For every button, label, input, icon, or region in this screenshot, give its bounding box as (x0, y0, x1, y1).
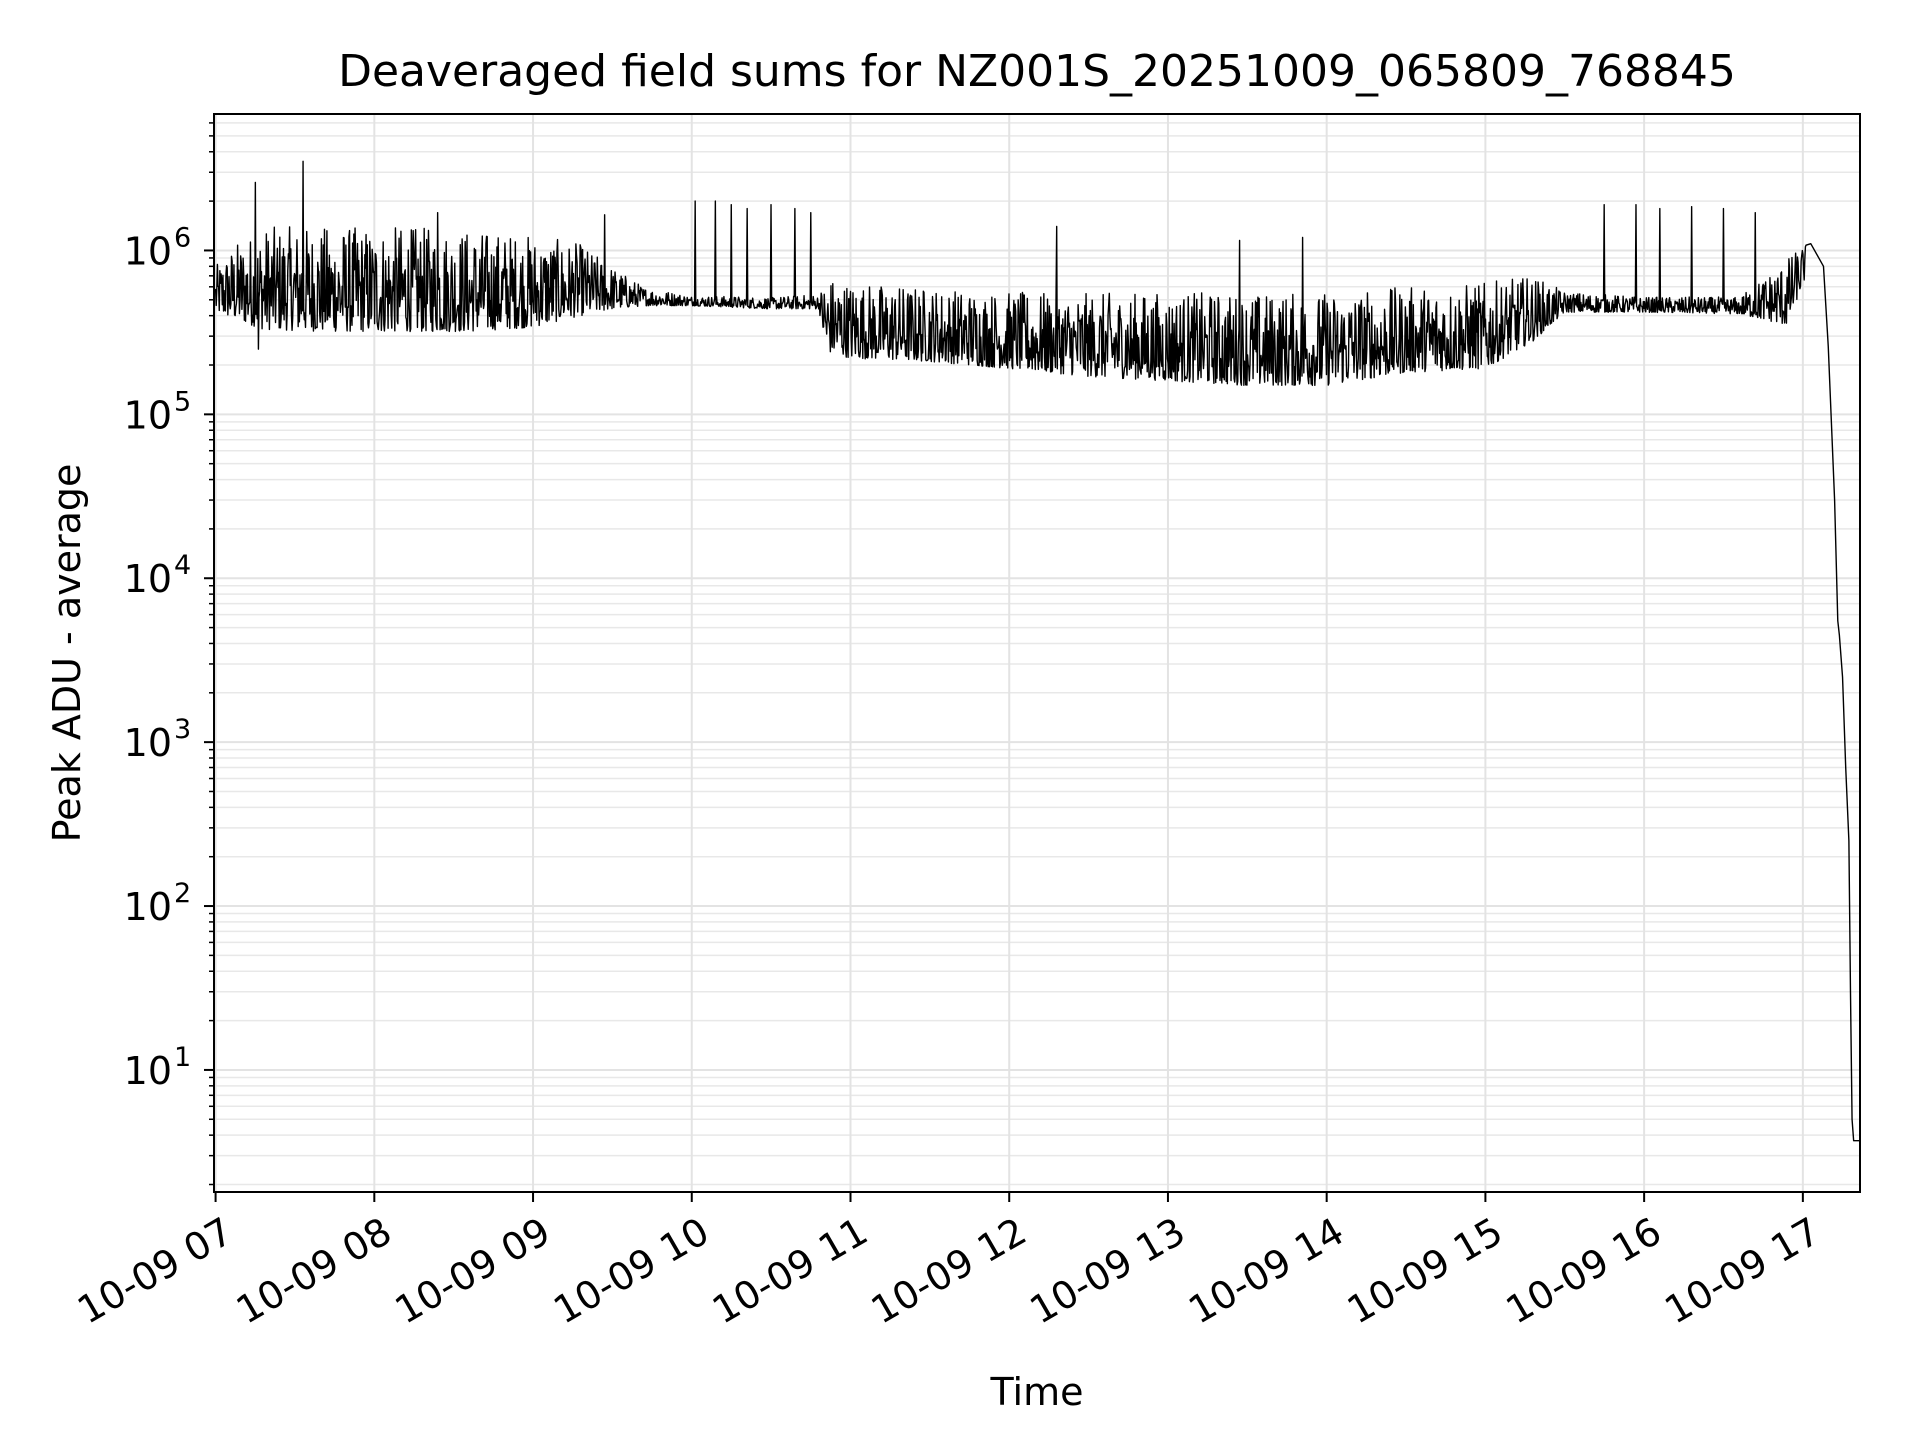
y-tick-base: 10 (124, 393, 172, 437)
y-axis-label: Peak ADU - average (45, 464, 89, 843)
series-line (214, 160, 1860, 1142)
x-tick-label: 10-09 17 (1657, 1209, 1827, 1333)
y-tick-exponent: 2 (174, 878, 191, 909)
x-tick-label: 10-09 11 (705, 1209, 875, 1333)
chart-title: Deaveraged field sums for NZ001S_2025100… (338, 46, 1736, 97)
y-tick-label: 10 (124, 1049, 172, 1093)
y-tick-base: 10 (124, 721, 172, 765)
x-tick-label: 10-09 09 (388, 1209, 558, 1333)
x-tick-label: 10-09 10 (546, 1209, 716, 1333)
y-tick-exponent: 4 (174, 550, 191, 581)
x-axis-label: Time (990, 1370, 1084, 1414)
x-tick-label: 10-09 15 (1340, 1209, 1510, 1333)
series-layer (214, 160, 1860, 1142)
y-tick-label: 10 (124, 721, 172, 765)
y-tick-base: 10 (124, 557, 172, 601)
y-tick-label: 10 (124, 393, 172, 437)
y-tick-label: 10 (124, 557, 172, 601)
major-gridlines (214, 114, 1860, 1192)
x-tick-label: 10-09 08 (229, 1209, 399, 1333)
axes-frame (213, 113, 1861, 1193)
y-tick-exponent: 6 (174, 222, 191, 253)
y-tick-exponent: 3 (174, 714, 191, 745)
minor-gridlines (214, 122, 1860, 1186)
x-tick-label: 10-09 07 (70, 1209, 240, 1333)
y-tick-base: 10 (124, 1049, 172, 1093)
tick-marks (204, 122, 1804, 1202)
x-tick-label: 10-09 14 (1181, 1209, 1351, 1333)
y-tick-base: 10 (124, 229, 172, 273)
y-tick-base: 10 (124, 885, 172, 929)
x-tick-label: 10-09 12 (864, 1209, 1034, 1333)
y-tick-label: 10 (124, 229, 172, 273)
x-tick-label: 10-09 16 (1499, 1209, 1669, 1333)
y-tick-exponent: 1 (174, 1042, 191, 1073)
y-tick-exponent: 5 (174, 386, 191, 417)
y-tick-label: 10 (124, 885, 172, 929)
x-tick-label: 10-09 13 (1022, 1209, 1192, 1333)
